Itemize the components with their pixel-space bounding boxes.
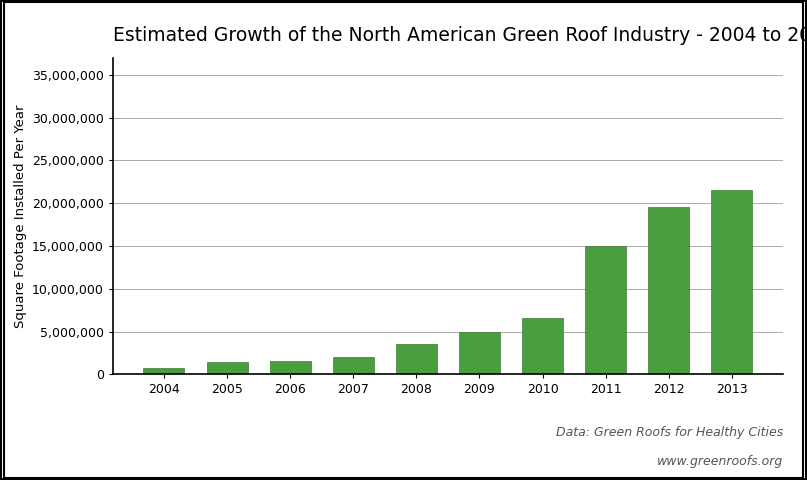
Bar [711,190,752,374]
Bar [585,246,626,374]
Text: Data: Green Roofs for Healthy Cities: Data: Green Roofs for Healthy Cities [555,426,783,439]
Text: Estimated Growth of the North American Green Roof Industry - 2004 to 2013: Estimated Growth of the North American G… [113,26,807,45]
Bar [332,357,374,374]
Bar [459,332,500,374]
Bar [144,369,185,374]
Bar [270,360,311,374]
Y-axis label: Square Footage Installed Per Year: Square Footage Installed Per Year [14,104,27,328]
Text: www.greenroofs.org: www.greenroofs.org [657,455,783,468]
Bar [648,207,689,374]
Bar [395,345,437,374]
Bar [207,361,248,374]
Bar [522,318,563,374]
